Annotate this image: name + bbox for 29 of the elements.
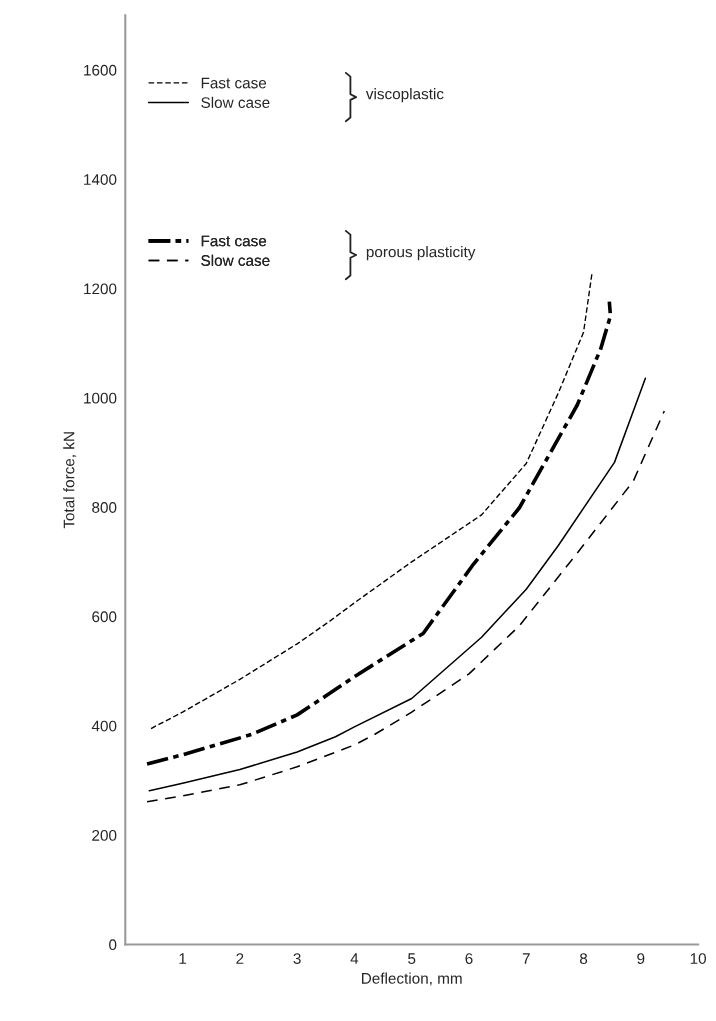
y-tick-label: 1200: [84, 283, 117, 295]
y-tick-label: 1000: [84, 392, 117, 404]
legend-label: Fast case: [201, 235, 267, 247]
x-axis-title: Deflection, mm: [362, 972, 462, 986]
x-tick-label: 9: [637, 953, 645, 964]
x-tick-label: 2: [236, 953, 244, 964]
x-tick-label: 10: [690, 953, 706, 964]
annotation: viscoplastic: [365, 88, 444, 103]
annotation: porous plasticity: [366, 246, 476, 261]
y-tick-label: 800: [92, 502, 117, 513]
y-tick-label: 0: [109, 939, 117, 951]
x-tick-label: 3: [293, 953, 301, 964]
y-axis-title: Total force, kN: [63, 432, 77, 529]
y-tick-label: 200: [92, 829, 117, 841]
line-series: [150, 271, 593, 730]
x-tick-label: 1: [179, 953, 187, 964]
x-tick-label: 8: [579, 953, 588, 964]
legend-label: Slow case: [201, 254, 270, 266]
y-tick-label: 400: [91, 720, 117, 732]
y-tick-label: 1600: [84, 64, 117, 76]
y-tick-label: 600: [92, 611, 117, 623]
line-series: [145, 299, 613, 766]
y-tick-label: 1400: [84, 174, 117, 185]
legend-label: Slow case: [201, 96, 270, 108]
x-tick-label: 7: [522, 953, 530, 964]
x-tick-label: 6: [465, 953, 473, 964]
x-tick-label: 5: [408, 953, 416, 964]
x-tick-label: 4: [350, 953, 359, 964]
legend-label: Fast case: [201, 77, 267, 89]
